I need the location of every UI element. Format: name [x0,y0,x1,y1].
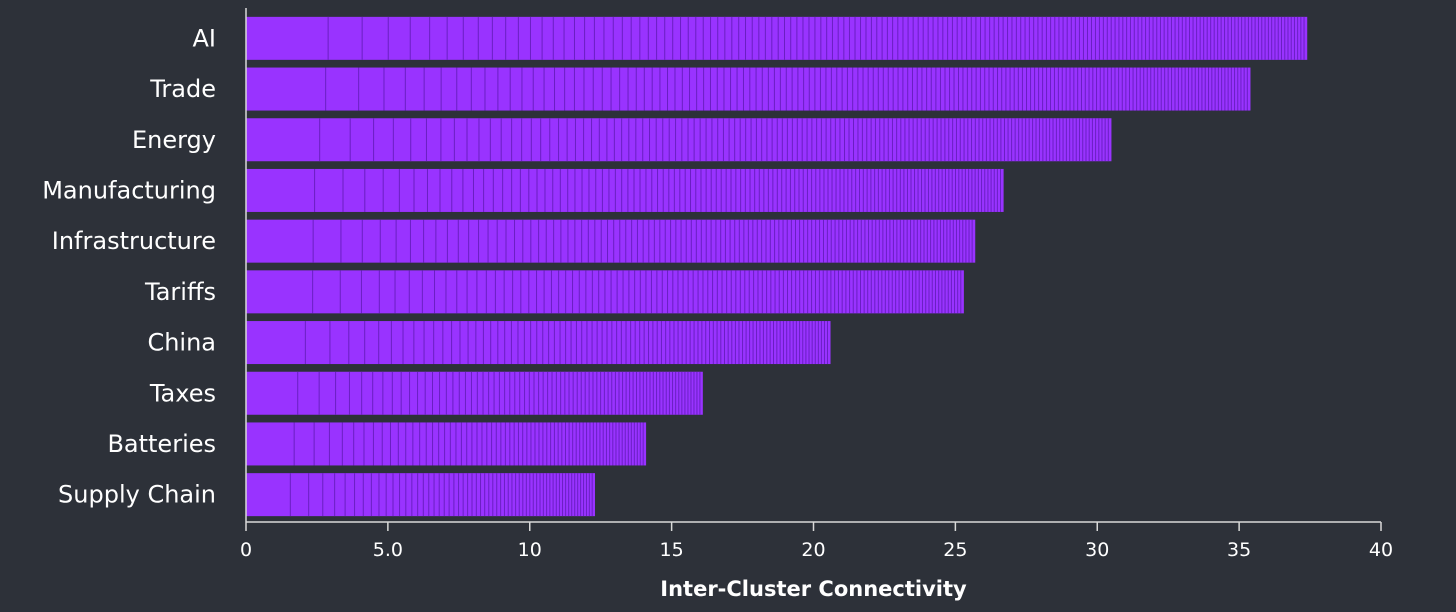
bar-segments [312,219,973,263]
category-label: Supply Chain [58,481,216,509]
x-tick-label: 20 [801,539,825,561]
bar [246,321,831,365]
bar [246,118,1112,162]
x-tick-label: 10 [518,539,542,561]
bar-segments [312,270,962,314]
bar-segments [314,168,1001,212]
category-label: Taxes [149,379,216,407]
bar [246,219,976,263]
bar-rect [246,371,703,415]
bar-segments [289,473,593,517]
x-tick-label: 35 [1227,539,1251,561]
bar-segments [297,371,701,415]
bar [246,67,1251,111]
x-tick-label: 5.0 [373,539,403,561]
bar [246,270,964,314]
bar [246,473,596,517]
x-axis-title: Inter-Cluster Connectivity [660,577,967,601]
bar-segments [304,321,828,365]
x-tick-label: 15 [660,539,684,561]
bar-segments [327,16,1305,60]
bar-rect [246,473,596,517]
bar-rect [246,321,831,365]
bar-segments [319,118,1109,162]
category-label: Batteries [107,430,216,458]
bars-group [246,16,1308,517]
bar [246,16,1308,60]
bar [246,168,1004,212]
bar-segments [293,422,644,466]
category-label: Tariffs [144,278,216,306]
bar-rect [246,168,1004,212]
bar [246,371,703,415]
x-tick-label: 30 [1085,539,1109,561]
bar-rect [246,219,976,263]
bar [246,422,647,466]
category-label: China [147,329,216,357]
category-label: Energy [132,126,216,154]
x-tick-label: 0 [240,539,252,561]
bar-rect [246,67,1251,111]
x-ticks: 0 5.0 10 15 20 25 30 35 40 [240,522,1393,561]
category-label: Infrastructure [52,227,216,255]
category-labels: AI Trade Energy Manufacturing Infrastructure… [42,24,216,508]
x-tick-label: 25 [943,539,967,561]
x-tick-label: 40 [1369,539,1393,561]
bar-rect [246,422,647,466]
category-label: Trade [149,75,216,103]
bar-rect [246,118,1112,162]
bar-rect [246,16,1308,60]
category-label: AI [193,24,217,52]
category-label: Manufacturing [42,176,216,204]
bar-segments [325,67,1248,111]
